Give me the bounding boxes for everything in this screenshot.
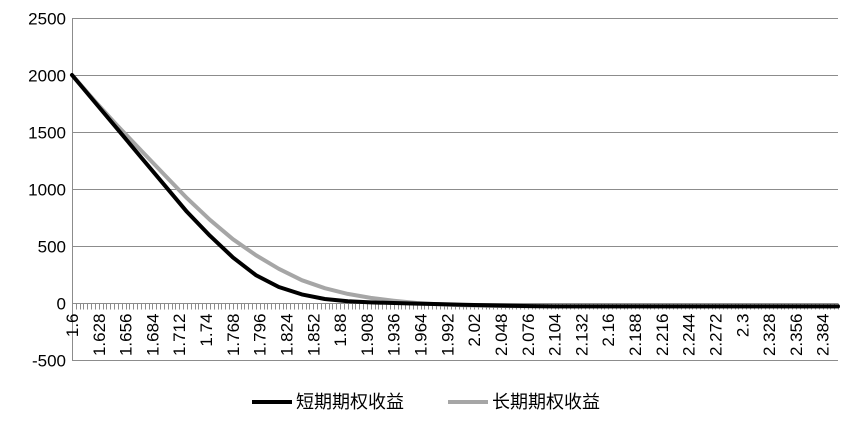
x-tick-label: 1.6: [63, 314, 82, 338]
x-tick-label: 1.88: [331, 314, 350, 347]
x-axis-tick-labels: 1.6 1.628 1.656 1.684 1.712 1.74 1.768 1.796 1.8…: [63, 313, 833, 356]
legend-label-long-term: 长期期权收益: [492, 392, 600, 413]
x-tick-label: 1.852: [304, 314, 323, 357]
x-tick-label: 2.244: [680, 314, 699, 357]
x-tick-label: 1.908: [358, 314, 377, 357]
x-tick-label: 2.048: [492, 313, 511, 356]
x-tick-label: 2.356: [787, 314, 806, 357]
gridlines: [72, 18, 838, 361]
x-tick-label: 1.684: [143, 314, 162, 357]
y-tick-label: -500: [32, 352, 66, 371]
x-tick-label: 1.712: [170, 314, 189, 357]
x-tick-label: 2.076: [519, 314, 538, 357]
series-line-long-term: [70, 73, 840, 309]
x-tick-label: 1.936: [385, 314, 404, 357]
x-tick-label: 1.628: [90, 314, 109, 357]
x-tick-label: 2.3: [733, 314, 752, 338]
x-tick-label: 1.768: [224, 314, 243, 357]
legend-label-short-term: 短期期权收益: [296, 392, 404, 413]
x-tick-label: 2.16: [599, 314, 618, 347]
x-tick-label: 2.384: [814, 314, 833, 357]
y-axis-tick-labels: -500 0 500 1000 1500 2000 2500: [28, 10, 66, 371]
y-tick-label: 1500: [28, 124, 66, 143]
y-tick-label: 0: [57, 295, 66, 314]
y-tick-label: 2000: [28, 67, 66, 86]
x-tick-label: 1.992: [438, 314, 457, 357]
x-tick-label: 2.104: [546, 314, 565, 357]
y-tick-label: 1000: [28, 181, 66, 200]
x-tick-label: 1.74: [197, 314, 216, 347]
x-tick-label: 2.328: [760, 314, 779, 357]
x-tick-label: 1.964: [412, 314, 431, 357]
x-tick-label: 1.656: [117, 314, 136, 357]
x-tick-label: 1.824: [277, 314, 296, 357]
legend: 短期期权收益 长期期权收益: [252, 392, 600, 413]
x-tick-label: 2.188: [626, 314, 645, 357]
x-tick-label: 1.796: [251, 314, 270, 357]
series-lines: [70, 73, 840, 309]
y-tick-label: 500: [38, 238, 66, 257]
x-tick-label: 2.216: [653, 314, 672, 357]
y-tick-label: 2500: [28, 10, 66, 29]
x-tick-label: 2.02: [465, 314, 484, 347]
series-line-short-term: [70, 73, 840, 309]
x-tick-label: 2.272: [706, 314, 725, 357]
x-tick-label: 2.132: [572, 314, 591, 357]
